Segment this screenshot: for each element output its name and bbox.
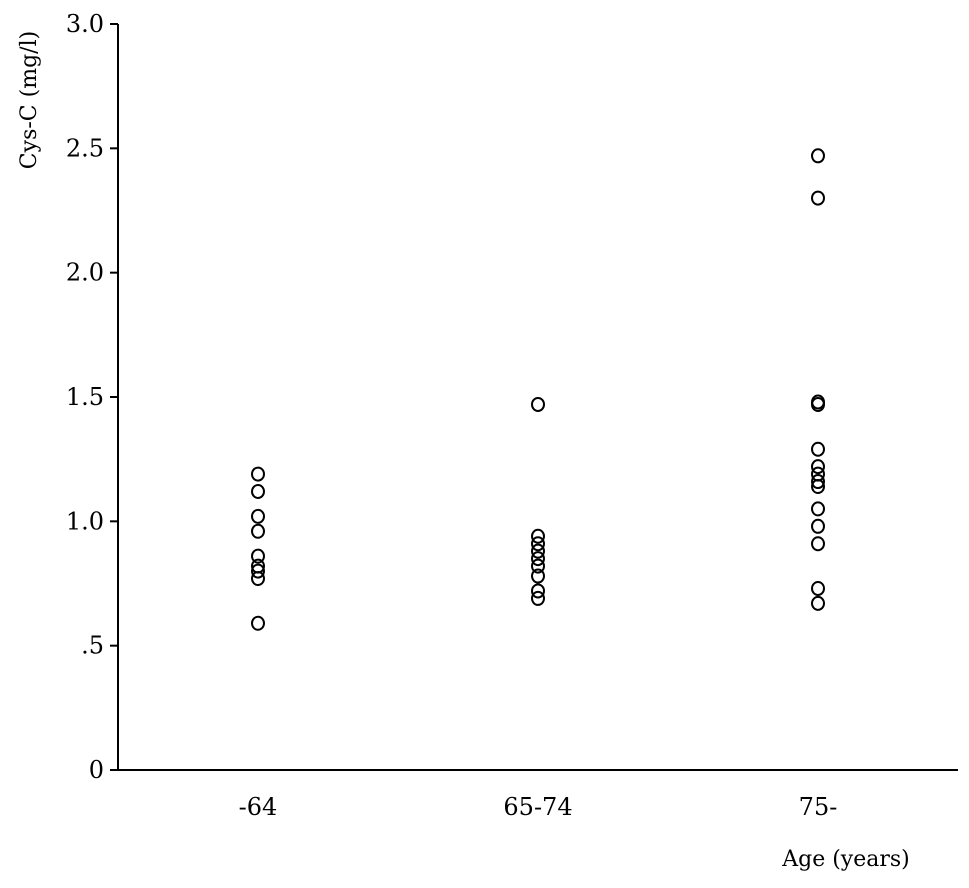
data-point: [531, 583, 545, 599]
data-point: [251, 508, 265, 524]
data-point: [811, 580, 825, 596]
data-point: [811, 459, 825, 475]
data-point: [811, 148, 825, 164]
data-point: [531, 528, 545, 544]
data-point: [811, 518, 825, 534]
y-tick-label: 0: [89, 756, 104, 784]
data-point: [531, 543, 545, 559]
data-point: [811, 501, 825, 517]
data-point: [251, 548, 265, 564]
data-point: [251, 563, 265, 579]
x-axis-label: Age (years): [781, 847, 910, 872]
data-point: [531, 396, 545, 412]
y-tick-label: 2.0: [66, 259, 104, 287]
data-point: [811, 190, 825, 206]
data-point: [811, 441, 825, 457]
x-ticks: -64 65-74 75-: [239, 793, 838, 821]
x-tick-label: 75-: [799, 793, 838, 821]
data-point: [251, 571, 265, 587]
y-tick-label: 1.5: [66, 383, 104, 411]
data-points: [251, 148, 825, 631]
data-point: [531, 568, 545, 584]
data-point: [251, 466, 265, 482]
y-tick-label: 2.5: [66, 134, 104, 162]
data-point: [811, 396, 825, 412]
data-point: [251, 523, 265, 539]
data-point: [811, 474, 825, 490]
data-point: [251, 615, 265, 631]
x-tick-label: 65-74: [503, 793, 572, 821]
data-point: [811, 595, 825, 611]
y-tick-label: 3.0: [66, 10, 104, 38]
y-tick-label: .5: [81, 632, 104, 660]
data-point: [531, 551, 545, 567]
data-point: [531, 590, 545, 606]
y-ticks: 0 .5 1.0 1.5 2.0 2.5 3.0: [66, 10, 118, 784]
x-tick-label: -64: [239, 793, 278, 821]
data-point: [811, 536, 825, 552]
y-tick-label: 1.0: [66, 507, 104, 535]
data-point: [531, 558, 545, 574]
data-point: [531, 536, 545, 552]
data-point: [251, 483, 265, 499]
data-point: [811, 479, 825, 495]
y-axis-label: Cys-C (mg/l): [17, 31, 42, 169]
